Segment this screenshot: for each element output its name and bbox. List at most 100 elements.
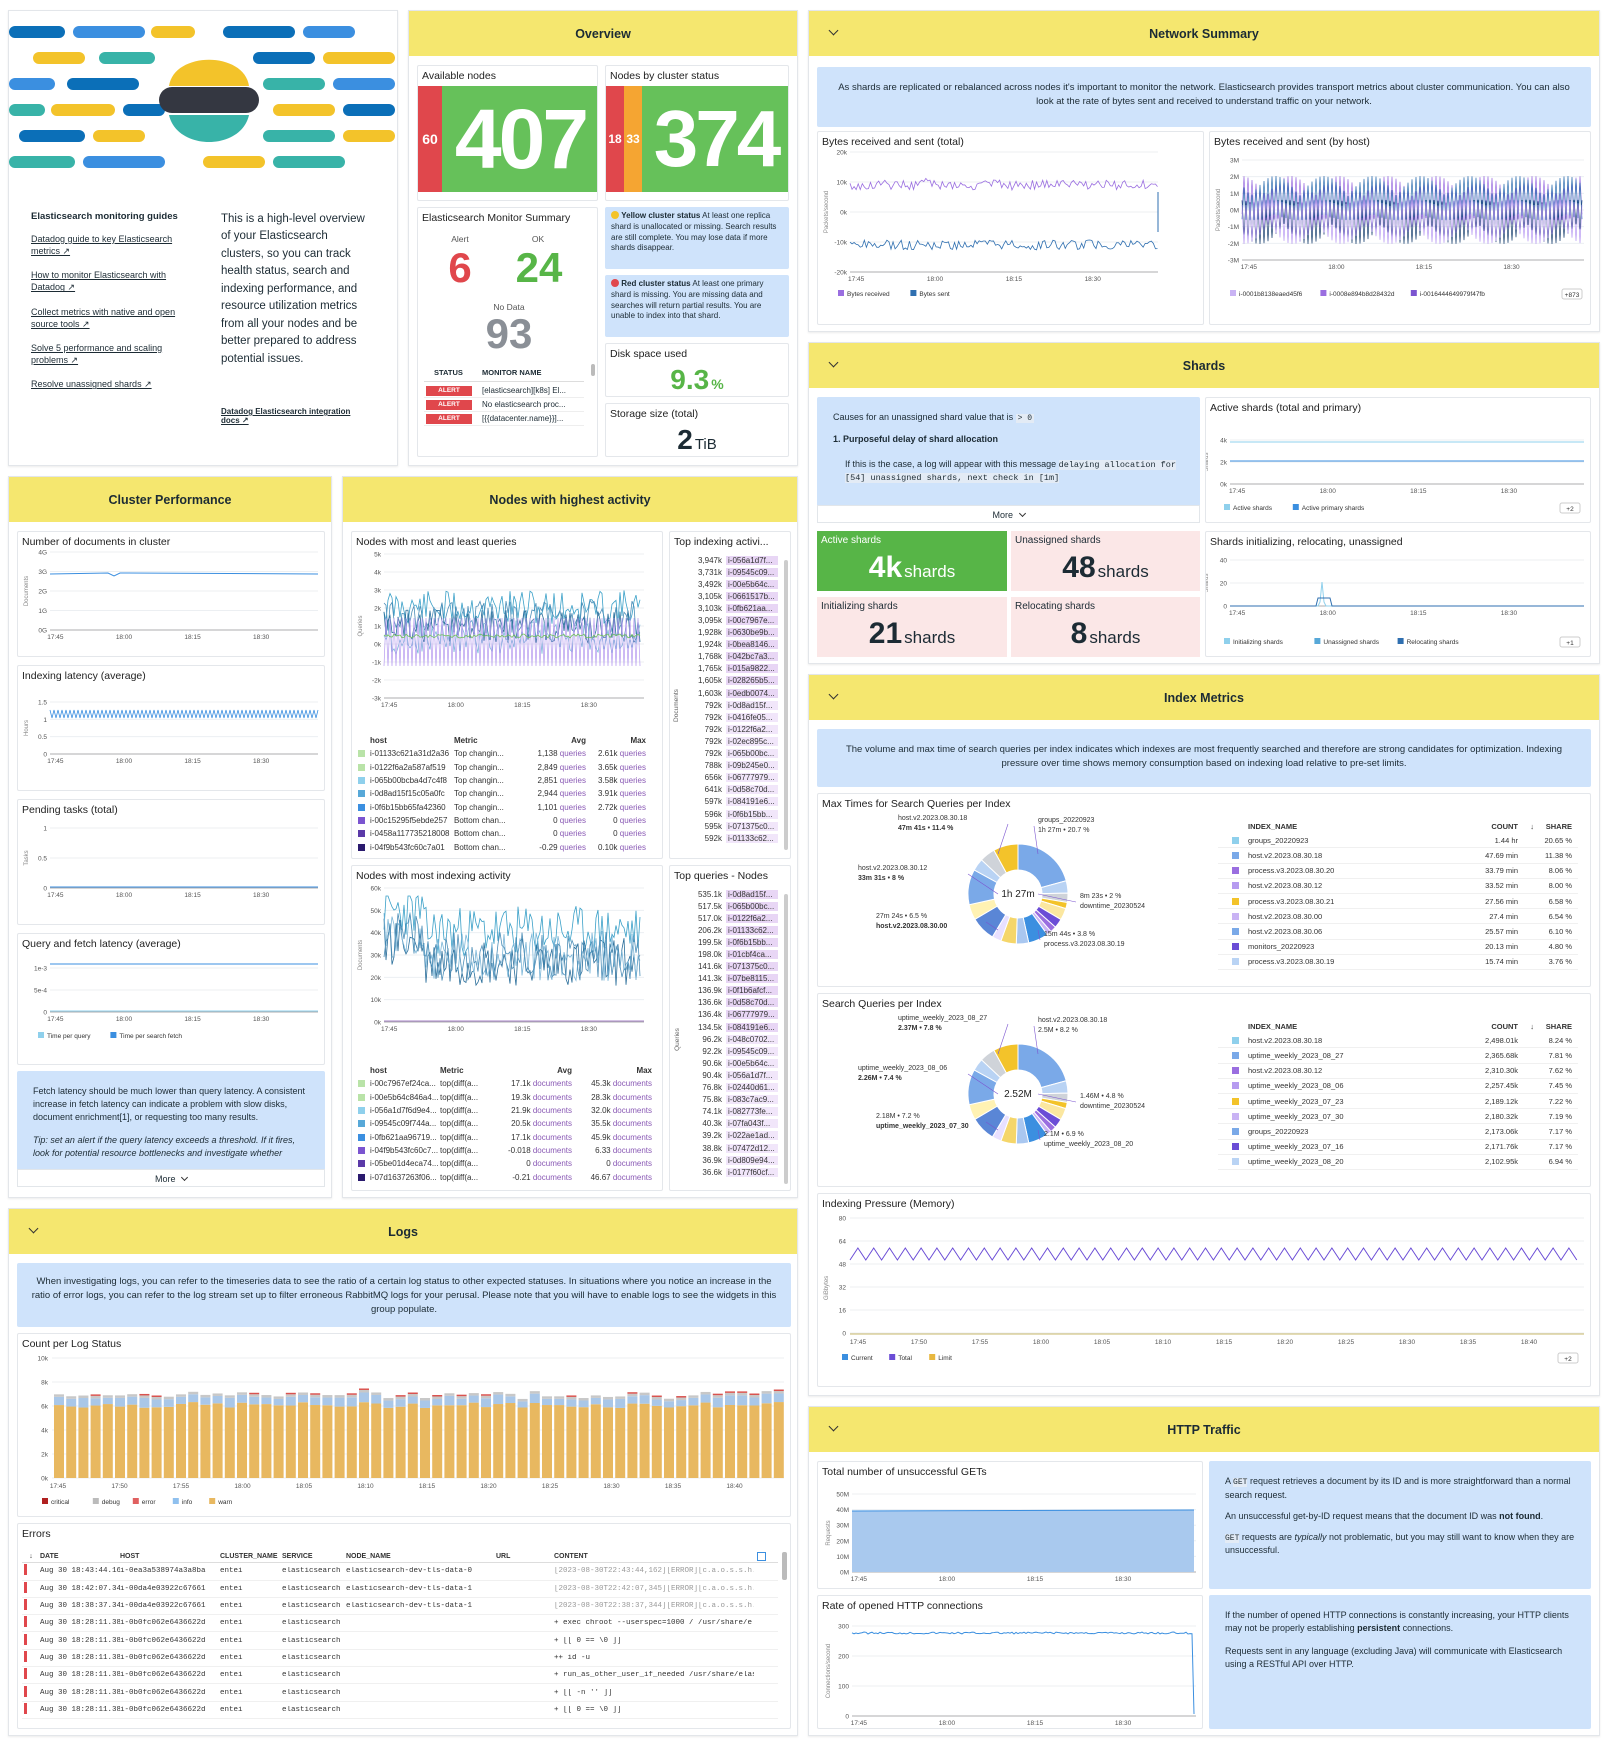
list-item[interactable]: 76.8k i-02440d61... bbox=[686, 1082, 786, 1094]
cluster-header[interactable]: Cluster Performance bbox=[9, 477, 331, 522]
indexing-latency-widget[interactable]: Indexing latency (average) 1.5 1 0.5 0 17:45 1… bbox=[17, 665, 325, 791]
scrollbar[interactable] bbox=[591, 364, 595, 376]
list-item[interactable]: 1,765k i-015a9822... bbox=[686, 663, 786, 675]
list-item[interactable]: 656k i-06777979... bbox=[686, 772, 786, 784]
list-item[interactable]: 3,103k i-0fb621aa... bbox=[686, 602, 786, 614]
table-row[interactable]: i-00e5b64c846a4... top(diff(a... 19.3k doc… bbox=[356, 1091, 656, 1104]
initializing-shards-tile[interactable]: Initializing shards 21 shards bbox=[817, 597, 1007, 657]
chevron-down-icon[interactable] bbox=[827, 356, 843, 372]
nodes-header[interactable]: Nodes with highest activity bbox=[343, 477, 797, 522]
list-item[interactable]: 134.5k i-084191e6... bbox=[686, 1021, 786, 1033]
table-row[interactable]: i-0458a117735218008 Bottom chan... 0 queri… bbox=[356, 827, 656, 840]
unassigned-shards-tile[interactable]: Unassigned shards 48 shards bbox=[1011, 531, 1200, 591]
list-item[interactable]: 36.9k i-0d809e94... bbox=[686, 1154, 786, 1166]
list-item[interactable]: 136.6k i-0d58c70d... bbox=[686, 997, 786, 1009]
chevron-down-icon[interactable] bbox=[827, 688, 843, 704]
no-data-count[interactable]: 93 bbox=[485, 310, 533, 357]
table-row[interactable]: process.v3.2023.08.30.19 15.74 min 3.76 % bbox=[1218, 955, 1578, 970]
max-times-widget[interactable]: Max Times for Search Queries per Index 1… bbox=[817, 793, 1591, 987]
table-row[interactable]: i-07d1637263f06... top(diff(a... -0.21 doc… bbox=[356, 1170, 656, 1183]
indexing-pressure-widget[interactable]: Indexing Pressure (Memory) 80 64 48 32 16 0 Gi… bbox=[817, 1193, 1591, 1387]
table-row[interactable]: i-05be01d4eca74... top(diff(a... 0 documen… bbox=[356, 1157, 656, 1170]
more-button[interactable]: More bbox=[817, 505, 1200, 523]
guide-link[interactable]: Solve 5 performance and scaling problems… bbox=[31, 342, 163, 365]
table-row[interactable]: i-056a1d7f6d9e4... top(diff(a... 21.9k doc… bbox=[356, 1104, 656, 1117]
table-row[interactable]: groups_20220923 1.44 hr 20.65 % bbox=[1218, 833, 1578, 849]
http-connections-chart[interactable]: 300 200 100 017:45 18:00 18:15 18:30 Connection… bbox=[818, 1596, 1203, 1729]
list-item[interactable]: 788k i-09b245e0... bbox=[686, 760, 786, 772]
list-item[interactable]: 38.8k i-07472d12... bbox=[686, 1142, 786, 1154]
guide-link[interactable]: Collect metrics with native and open sou… bbox=[31, 306, 176, 329]
log-row[interactable]: Aug 30 18:28:11.380 i-0b0fc062e6436622d en… bbox=[22, 1667, 778, 1685]
list-item[interactable]: 1,603k i-0edb0074... bbox=[686, 687, 786, 699]
monitor-row[interactable]: ALERT No elasticsearch proc... bbox=[424, 398, 584, 412]
log-row[interactable]: Aug 30 18:28:11.380 i-0b0fc062e6436622d en… bbox=[22, 1684, 778, 1702]
list-item[interactable]: 75.8k i-083c7ac9... bbox=[686, 1094, 786, 1106]
chevron-down-icon[interactable] bbox=[827, 24, 843, 40]
list-item[interactable]: 206.2k i-01133c62... bbox=[686, 924, 786, 936]
table-row[interactable]: host.v2.2023.08.30.18 47.69 min 11.38 % bbox=[1218, 848, 1578, 864]
list-item[interactable]: 36.6k i-0177f60cf... bbox=[686, 1166, 786, 1178]
list-item[interactable]: 136.4k i-06777979... bbox=[686, 1009, 786, 1021]
search-queries-donut[interactable]: 2.52M uptime_weekly_2023_08_27 2.37M • 7.8… bbox=[818, 994, 1208, 1187]
list-item[interactable]: 3,095k i-00c7967e... bbox=[686, 614, 786, 626]
table-row[interactable]: host.v2.2023.08.30.06 25.57 min 6.10 % bbox=[1218, 924, 1578, 940]
log-row[interactable]: Aug 30 18:42:07.345 i-00da4e03922c67661 en… bbox=[22, 1581, 778, 1598]
monitor-row[interactable]: ALERT [elasticsearch][k8s] El... bbox=[424, 384, 584, 398]
shards-init-chart-widget[interactable]: Shards initializing, relocating, unassig… bbox=[1205, 531, 1591, 657]
table-row[interactable]: uptime_weekly_2023_07_23 2,189.12k 7.22 % bbox=[1218, 1094, 1578, 1110]
query-fetch-latency-widget[interactable]: Query and fetch latency (average) 1e-3 5e-… bbox=[17, 933, 325, 1065]
bytes-by-host-widget[interactable]: Bytes received and sent (by host) 3M 2M 1M… bbox=[1209, 131, 1591, 325]
http-connections-widget[interactable]: Rate of opened HTTP connections 300 200 10… bbox=[817, 1595, 1203, 1729]
shards-init-chart[interactable]: 40 20 017:45 18:00 18:15 18:30 Shards Initializ… bbox=[1206, 532, 1591, 657]
external-link-icon[interactable] bbox=[757, 1552, 766, 1561]
integration-docs-link[interactable]: Datadog Elasticsearch integration docs ↗ bbox=[221, 407, 351, 425]
list-item[interactable]: 517.5k i-065b00bc... bbox=[686, 900, 786, 912]
query-fetch-latency-chart[interactable]: 1e-3 5e-4 017:45 18:00 18:15 18:30 Time per qu… bbox=[18, 934, 325, 1065]
log-status-widget[interactable]: Count per Log Status 10k 8k 6k 4k 2k 0k 17:45 1… bbox=[17, 1333, 791, 1517]
table-row[interactable]: i-00c15295f5ebde257 Bottom chan... 0 queri… bbox=[356, 814, 656, 827]
list-item[interactable]: 1,768k i-042bc7a3... bbox=[686, 651, 786, 663]
log-row[interactable]: Aug 30 18:38:37.344 i-00da4e03922c67661 en… bbox=[22, 1598, 778, 1616]
scrollbar[interactable] bbox=[784, 894, 788, 1184]
log-row[interactable]: Aug 30 18:28:11.380 i-0b0fc062e6436622d en… bbox=[22, 1615, 778, 1633]
list-item[interactable]: 74.1k i-082773fe... bbox=[686, 1106, 786, 1118]
list-item[interactable]: 597k i-084191e6... bbox=[686, 796, 786, 808]
table-row[interactable]: i-0fb621aa96719... top(diff(a... 17.1k doc… bbox=[356, 1130, 656, 1143]
indexing-pressure-chart[interactable]: 80 64 48 32 16 0 GiBbytes 17:45 17:50 17:55 18:00 1… bbox=[818, 1194, 1591, 1387]
active-shards-chart-widget[interactable]: Active shards (total and primary) 4k 2k 0k… bbox=[1205, 397, 1591, 523]
cluster-status-widget[interactable]: Nodes by cluster status 18 33 374 bbox=[605, 65, 789, 201]
list-item[interactable]: 92.2k i-09545c09... bbox=[686, 1045, 786, 1057]
monitor-summary-widget[interactable]: Elasticsearch Monitor Summary Alert 6 OK… bbox=[417, 207, 598, 457]
search-queries-widget[interactable]: Search Queries per Index 2.52M uptime_wee… bbox=[817, 993, 1591, 1187]
list-item[interactable]: 517.0k i-0122f6a2... bbox=[686, 912, 786, 924]
list-item[interactable]: 141.3k i-07be8115... bbox=[686, 973, 786, 985]
list-item[interactable]: 592k i-01133c62... bbox=[686, 832, 786, 844]
table-row[interactable]: uptime_weekly_2023_08_27 2,365.68k 7.81 % bbox=[1218, 1048, 1578, 1064]
guide-link[interactable]: Datadog guide to key Elasticsearch metri… bbox=[31, 234, 173, 257]
guide-link[interactable]: Resolve unassigned shards ↗ bbox=[31, 379, 152, 390]
list-item[interactable]: 39.2k i-022ae1ad... bbox=[686, 1130, 786, 1142]
list-item[interactable]: 3,492k i-00e5b64c... bbox=[686, 578, 786, 590]
table-row[interactable]: process.v3.2023.08.30.20 33.79 min 8.06 % bbox=[1218, 864, 1578, 879]
table-row[interactable]: monitors_20220923 20.13 min 4.80 % bbox=[1218, 940, 1578, 955]
list-item[interactable]: 596k i-0f6b15bb... bbox=[686, 808, 786, 820]
list-item[interactable]: 792k i-02ec895c... bbox=[686, 735, 786, 747]
table-row[interactable]: i-065b00bcba4d7c4f8 Top changin... 2,851 q… bbox=[356, 774, 656, 787]
list-item[interactable]: 3,947k i-056a1d7f... bbox=[686, 554, 786, 566]
list-item[interactable]: 1,924k i-0bea8146... bbox=[686, 639, 786, 651]
list-item[interactable]: 641k i-0d58c70d... bbox=[686, 784, 786, 796]
list-item[interactable]: 199.5k i-0f6b15bb... bbox=[686, 936, 786, 948]
pending-tasks-widget[interactable]: Pending tasks (total) 1 0.5 0 17:45 18:00 18:1… bbox=[17, 799, 325, 925]
queries-widget[interactable]: Nodes with most and least queries 5k 4k 3k… bbox=[351, 531, 663, 859]
guide-link[interactable]: How to monitor Elasticsearch with Datado… bbox=[31, 270, 167, 293]
list-item[interactable]: 535.1k i-0d8ad15f... bbox=[686, 888, 786, 900]
monitor-row[interactable]: ALERT [{{datacenter.name}}]... bbox=[424, 412, 584, 426]
indexing-activity-widget[interactable]: Nodes with most indexing activity 60k 50k… bbox=[351, 865, 663, 1191]
top-queries-widget[interactable]: Top queries - Nodes Queries 535.1k i-0d8a… bbox=[669, 865, 791, 1191]
top-indexing-widget[interactable]: Top indexing activi... Documents 3,947k i… bbox=[669, 531, 791, 859]
